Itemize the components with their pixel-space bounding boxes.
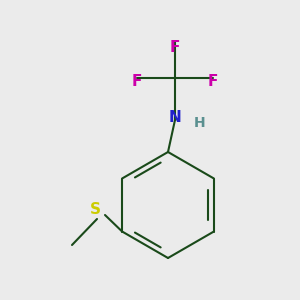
Text: H: H: [194, 116, 206, 130]
Text: F: F: [208, 74, 218, 89]
Text: F: F: [170, 40, 180, 56]
Text: N: N: [169, 110, 182, 125]
Text: F: F: [132, 74, 142, 89]
Text: S: S: [89, 202, 100, 217]
